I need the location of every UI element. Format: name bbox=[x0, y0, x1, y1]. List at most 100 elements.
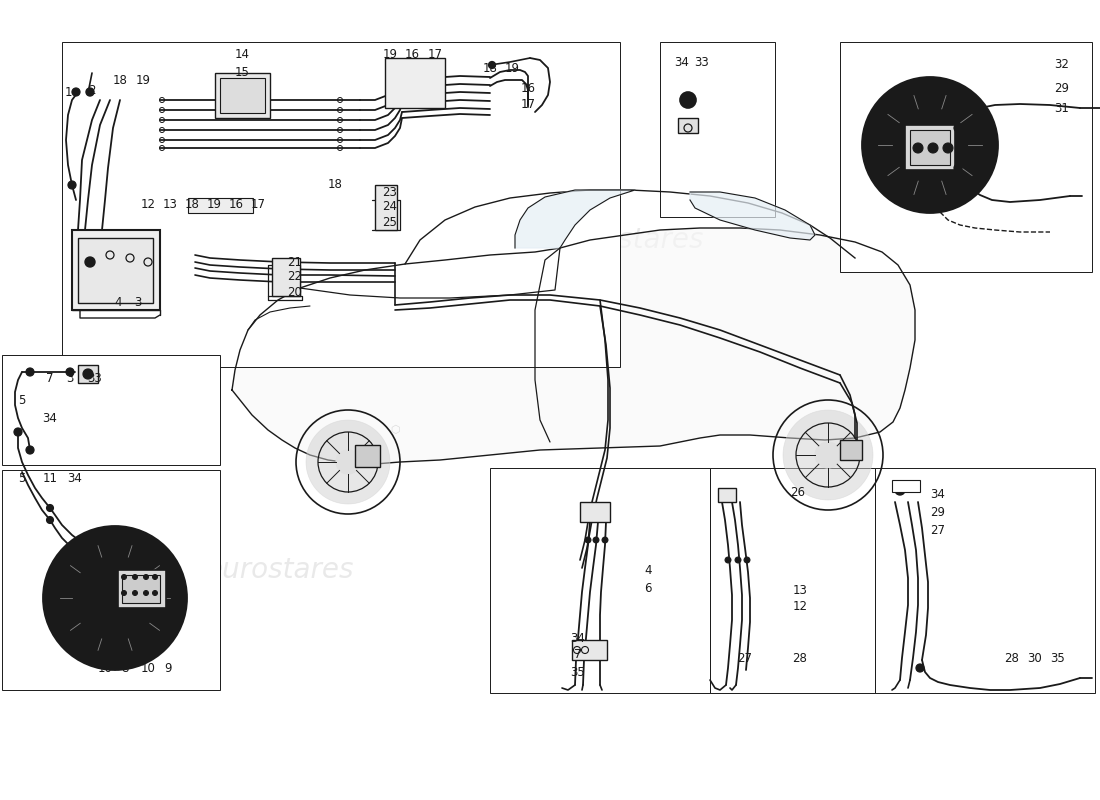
Circle shape bbox=[57, 540, 173, 656]
Text: 34: 34 bbox=[931, 489, 945, 502]
Circle shape bbox=[862, 77, 998, 213]
Text: 2: 2 bbox=[88, 83, 96, 97]
Text: 27: 27 bbox=[931, 523, 946, 537]
Circle shape bbox=[913, 143, 923, 153]
Text: 26: 26 bbox=[791, 486, 805, 498]
Text: 17: 17 bbox=[520, 98, 536, 111]
Bar bbox=[78, 365, 98, 383]
Bar bbox=[892, 480, 920, 492]
Text: 19: 19 bbox=[383, 49, 397, 62]
Circle shape bbox=[75, 558, 155, 638]
Text: 18: 18 bbox=[185, 198, 199, 211]
Text: 11: 11 bbox=[43, 471, 57, 485]
Bar bbox=[678, 118, 698, 133]
Text: 16: 16 bbox=[229, 198, 243, 211]
Circle shape bbox=[104, 588, 125, 608]
Circle shape bbox=[735, 557, 741, 563]
Text: 24: 24 bbox=[383, 201, 397, 214]
Bar bbox=[905, 125, 955, 170]
Circle shape bbox=[954, 124, 962, 132]
Circle shape bbox=[153, 574, 157, 579]
Bar bbox=[118, 570, 166, 608]
Text: 8: 8 bbox=[121, 662, 129, 674]
Circle shape bbox=[121, 574, 126, 579]
Text: eurostares: eurostares bbox=[556, 226, 704, 254]
Circle shape bbox=[26, 446, 34, 454]
Bar bbox=[188, 198, 253, 213]
Text: ⬡: ⬡ bbox=[390, 425, 400, 435]
Circle shape bbox=[306, 420, 390, 504]
Text: 6: 6 bbox=[645, 582, 651, 594]
Circle shape bbox=[593, 537, 600, 543]
Text: 7: 7 bbox=[574, 649, 582, 662]
Text: 21: 21 bbox=[287, 255, 303, 269]
Text: 7: 7 bbox=[46, 371, 54, 385]
Text: 17: 17 bbox=[251, 198, 265, 211]
Circle shape bbox=[86, 88, 94, 96]
Circle shape bbox=[46, 517, 54, 523]
Circle shape bbox=[85, 257, 95, 267]
Bar bbox=[355, 445, 380, 467]
Text: 29: 29 bbox=[1055, 82, 1069, 94]
Circle shape bbox=[954, 164, 962, 172]
Text: 33: 33 bbox=[694, 55, 710, 69]
Text: 33: 33 bbox=[88, 371, 102, 385]
Text: 10: 10 bbox=[98, 662, 112, 674]
Text: 13: 13 bbox=[163, 198, 177, 211]
Bar bbox=[62, 42, 620, 367]
Bar bbox=[840, 42, 1092, 272]
Text: 16: 16 bbox=[520, 82, 536, 94]
Circle shape bbox=[895, 110, 965, 180]
Bar bbox=[572, 640, 607, 660]
Circle shape bbox=[684, 96, 692, 104]
Text: 15: 15 bbox=[234, 66, 250, 78]
Circle shape bbox=[783, 410, 873, 500]
Circle shape bbox=[66, 368, 74, 376]
Text: 18: 18 bbox=[483, 62, 497, 74]
Text: 17: 17 bbox=[428, 49, 442, 62]
Bar bbox=[72, 230, 160, 310]
Bar bbox=[272, 258, 300, 296]
Circle shape bbox=[68, 181, 76, 189]
Text: 28: 28 bbox=[793, 651, 807, 665]
Circle shape bbox=[14, 428, 22, 436]
Circle shape bbox=[680, 92, 696, 108]
Text: 31: 31 bbox=[1055, 102, 1069, 114]
Text: 12: 12 bbox=[141, 198, 155, 211]
Circle shape bbox=[82, 369, 94, 379]
Bar bbox=[490, 468, 710, 693]
Circle shape bbox=[725, 557, 732, 563]
Bar bbox=[580, 502, 611, 522]
Circle shape bbox=[336, 450, 360, 474]
Bar bbox=[2, 470, 220, 690]
Polygon shape bbox=[232, 228, 915, 464]
Circle shape bbox=[43, 526, 187, 670]
Text: 34: 34 bbox=[571, 631, 585, 645]
Text: 34: 34 bbox=[674, 55, 690, 69]
Text: 19: 19 bbox=[207, 198, 221, 211]
Text: 18: 18 bbox=[112, 74, 128, 86]
Bar bbox=[220, 78, 265, 113]
Circle shape bbox=[153, 590, 157, 595]
Text: 3: 3 bbox=[66, 371, 74, 385]
Circle shape bbox=[928, 143, 938, 153]
Text: 27: 27 bbox=[737, 651, 752, 665]
Polygon shape bbox=[690, 192, 815, 240]
Text: 23: 23 bbox=[383, 186, 397, 198]
Text: 1: 1 bbox=[64, 86, 72, 98]
Circle shape bbox=[922, 137, 938, 153]
Circle shape bbox=[895, 485, 905, 495]
Text: 4: 4 bbox=[114, 295, 122, 309]
Circle shape bbox=[72, 88, 80, 96]
Circle shape bbox=[132, 574, 138, 579]
Text: 20: 20 bbox=[287, 286, 303, 298]
Text: 22: 22 bbox=[287, 270, 303, 283]
Text: 4: 4 bbox=[645, 563, 651, 577]
Bar bbox=[840, 440, 862, 460]
Bar bbox=[710, 468, 874, 693]
Circle shape bbox=[121, 590, 126, 595]
Circle shape bbox=[143, 590, 148, 595]
Circle shape bbox=[94, 576, 138, 620]
Circle shape bbox=[815, 442, 842, 468]
Text: 35: 35 bbox=[1050, 651, 1066, 665]
